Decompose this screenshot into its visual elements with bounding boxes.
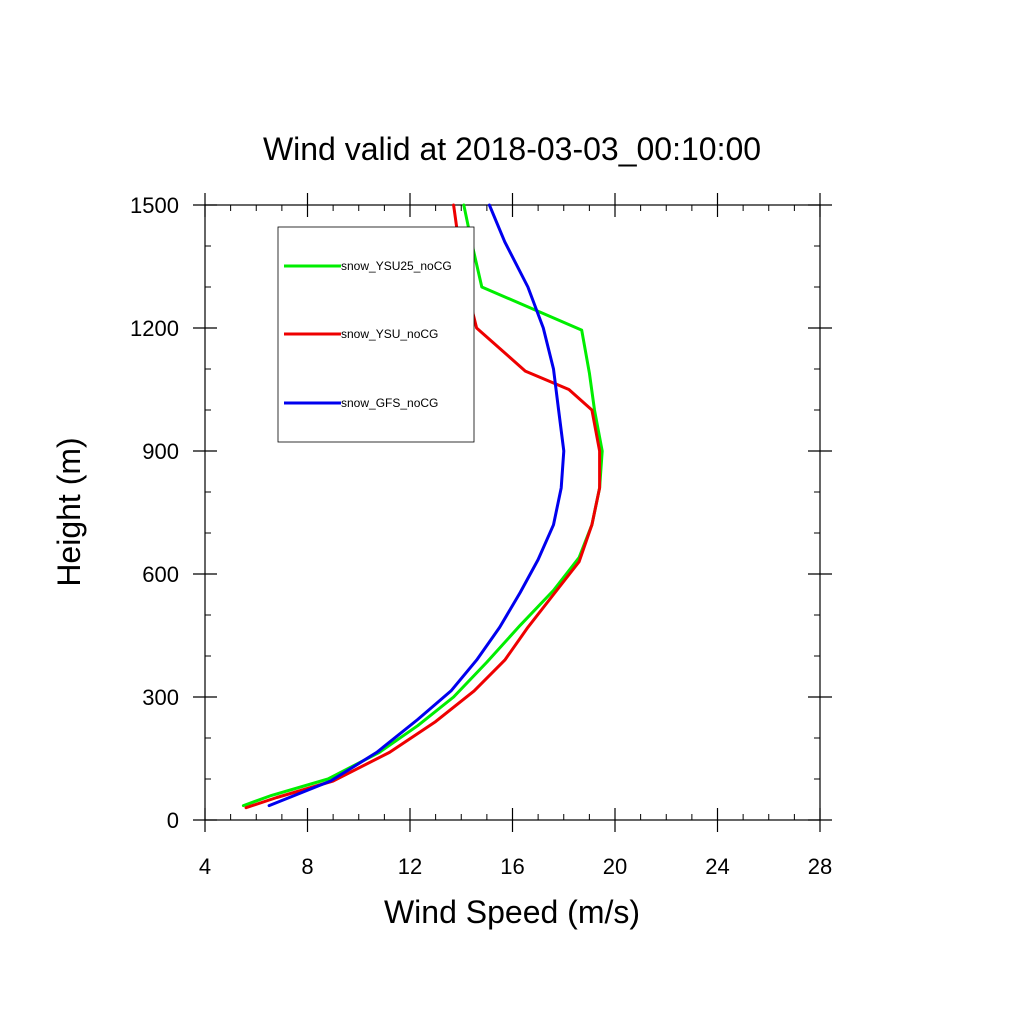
x-tick-label: 8: [301, 854, 313, 879]
y-tick-label: 300: [142, 685, 179, 710]
legend-label: snow_YSU_noCG: [341, 327, 438, 341]
series-line-3: [267, 203, 566, 808]
legend-label: snow_GFS_noCG: [341, 396, 438, 410]
y-tick-label: 900: [142, 439, 179, 464]
x-tick-label: 24: [705, 854, 729, 879]
x-axis-title: Wind Speed (m/s): [384, 894, 640, 930]
x-tick-label: 20: [603, 854, 627, 879]
x-tick-label: 4: [199, 854, 211, 879]
chart-title: Wind valid at 2018-03-03_00:10:00: [263, 131, 761, 167]
y-axis-title: Height (m): [51, 437, 87, 586]
y-tick-label: 0: [167, 808, 179, 833]
legend-label: snow_YSU25_noCG: [341, 259, 452, 273]
plot-area: 4 8 12 16 20 24 28 0 300 600 900 1200 1500: [130, 193, 832, 879]
x-tick-label: 28: [808, 854, 832, 879]
y-tick-label: 1500: [130, 193, 179, 218]
x-tick-label: 16: [500, 854, 524, 879]
y-tick-label: 1200: [130, 316, 179, 341]
series-line-2: [244, 203, 602, 810]
y-tick-label: 600: [142, 562, 179, 587]
legend: snow_YSU25_noCG snow_YSU_noCG snow_GFS_noC…: [277, 226, 475, 443]
x-tick-label: 12: [398, 854, 422, 879]
